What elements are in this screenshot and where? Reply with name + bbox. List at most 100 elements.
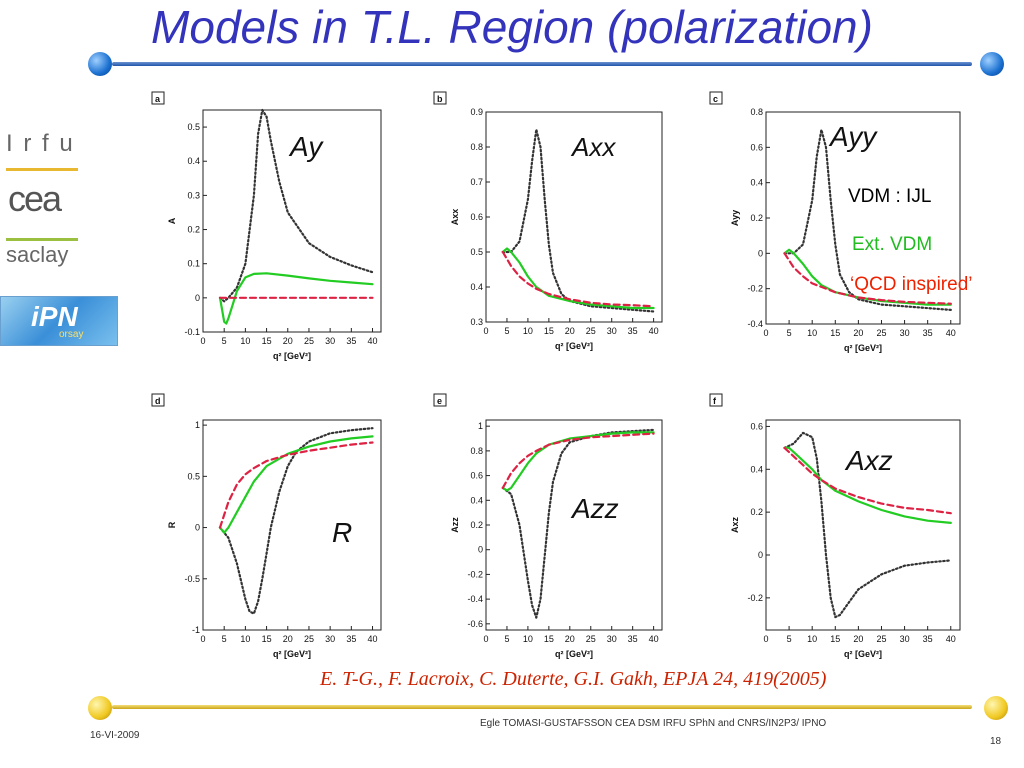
y-tick-label: 0 — [478, 545, 483, 555]
series-line-dashed-c — [783, 252, 952, 305]
series-line-dashed-d — [218, 441, 374, 529]
y-tick-label: 0.2 — [470, 520, 483, 530]
x-tick-label: 0 — [763, 328, 768, 338]
bottom-rule — [112, 705, 972, 709]
x-tick-label: 10 — [240, 336, 250, 346]
series-line-dotted-f — [783, 431, 952, 619]
plot-frame-a — [202, 109, 382, 333]
bottom-left-bullet — [88, 696, 112, 720]
y-tick-label: 1 — [195, 420, 200, 430]
y-tick-label: -0.2 — [747, 284, 763, 294]
y-axis-label: Axz — [730, 517, 740, 534]
y-tick-label: -1 — [192, 625, 200, 635]
y-axis-label: A — [167, 217, 177, 224]
irfu-underline — [6, 168, 78, 171]
y-tick-label: 0.3 — [187, 190, 200, 200]
y-tick-label: -0.4 — [467, 594, 483, 604]
slide-title: Models in T.L. Region (polarization) — [151, 1, 873, 53]
legend-item-qcd: ‘QCD inspired’ — [850, 274, 973, 295]
y-tick-label: 0 — [758, 248, 763, 258]
x-tick-label: 0 — [200, 336, 205, 346]
x-tick-label: 20 — [853, 634, 863, 644]
panel-tag-box-d — [151, 393, 165, 407]
x-tick-label: 40 — [649, 326, 659, 336]
x-tick-label: 40 — [368, 634, 378, 644]
y-tick-label: 0.6 — [750, 142, 763, 152]
series-line-solid-d — [218, 435, 374, 534]
ipn-logo: iPN orsay — [0, 296, 118, 346]
x-tick-label: 0 — [763, 634, 768, 644]
y-tick-label: 0.7 — [470, 177, 483, 187]
x-tick-label: 10 — [240, 634, 250, 644]
panel-tag-box-b — [433, 91, 447, 105]
series-line-dotted-b — [501, 128, 655, 313]
x-tick-label: 5 — [787, 328, 792, 338]
x-tick-label: 35 — [628, 634, 638, 644]
series-line-solid-f — [783, 446, 952, 525]
x-tick-label: 35 — [923, 328, 933, 338]
y-tick-label: 0.5 — [187, 471, 200, 481]
x-axis-label: q² [GeV²] — [273, 649, 311, 659]
panel-name-b: Axx — [570, 132, 616, 162]
x-tick-label: 25 — [876, 634, 886, 644]
x-tick-label: 30 — [900, 328, 910, 338]
y-tick-label: 0.6 — [470, 212, 483, 222]
x-tick-label: 5 — [504, 634, 509, 644]
y-tick-label: -0.2 — [467, 569, 483, 579]
x-tick-label: 15 — [544, 326, 554, 336]
x-tick-label: 40 — [649, 634, 659, 644]
y-tick-label: 0 — [195, 293, 200, 303]
x-tick-label: 40 — [368, 336, 378, 346]
x-axis-label: q² [GeV²] — [844, 343, 882, 353]
cea-logo-text: cea — [8, 178, 62, 219]
ipn-logo-text: iPN — [31, 301, 78, 332]
x-tick-label: 20 — [853, 328, 863, 338]
x-tick-label: 15 — [544, 634, 554, 644]
series-line-solid-e — [501, 431, 655, 492]
page-number: 18 — [990, 736, 1002, 747]
plot-frame-d — [202, 419, 382, 631]
y-tick-label: -0.2 — [747, 593, 763, 603]
series-line-dotted-c — [783, 128, 952, 311]
panel-tag-box-f — [709, 393, 723, 407]
series-line-dashed-b — [501, 250, 655, 308]
series-line-solid-a — [218, 272, 374, 325]
y-tick-label: 0.2 — [750, 507, 763, 517]
y-tick-label: -0.5 — [184, 574, 200, 584]
x-tick-label: 20 — [283, 634, 293, 644]
y-tick-label: -0.4 — [747, 319, 763, 329]
x-tick-label: 30 — [607, 326, 617, 336]
panel-name-c: Ayy — [828, 121, 878, 152]
x-tick-label: 15 — [262, 336, 272, 346]
panel-tag-box-c — [709, 91, 723, 105]
plot-frame-e — [485, 419, 663, 631]
footer-author: Egle TOMASI-GUSTAFSSON CEA DSM IRFU SPhN… — [480, 718, 827, 729]
panel-name-e: Azz — [570, 493, 619, 524]
panel-tag-a: a — [155, 94, 161, 104]
footer-date: 16-VI-2009 — [90, 730, 140, 741]
top-rule — [112, 62, 972, 66]
series-line-solid-b — [501, 247, 655, 310]
y-tick-label: 0.8 — [470, 446, 483, 456]
top-left-bullet — [88, 52, 112, 76]
y-tick-label: 0.4 — [187, 156, 200, 166]
x-tick-label: 35 — [628, 326, 638, 336]
legend-item-ext-vdm: Ext. VDM — [852, 234, 933, 255]
y-tick-label: 0.2 — [187, 225, 200, 235]
panel-name-d: R — [332, 517, 352, 548]
x-tick-label: 10 — [807, 634, 817, 644]
x-tick-label: 10 — [523, 634, 533, 644]
x-tick-label: 40 — [946, 634, 956, 644]
orsay-logo-text: orsay — [59, 329, 84, 340]
bottom-right-bullet — [984, 696, 1008, 720]
series-line-dotted-a — [218, 108, 374, 303]
panel-name-a: Ay — [288, 131, 324, 162]
x-tick-label: 30 — [325, 634, 335, 644]
panel-name-f: Axz — [844, 445, 893, 476]
irfu-logo-text: I r f u — [6, 130, 75, 157]
x-tick-label: 25 — [586, 634, 596, 644]
citation: E. T-G., F. Lacroix, C. Duterte, G.I. Ga… — [320, 668, 827, 690]
legend-item-vdm: VDM : IJL — [848, 186, 932, 207]
x-tick-label: 5 — [504, 326, 509, 336]
